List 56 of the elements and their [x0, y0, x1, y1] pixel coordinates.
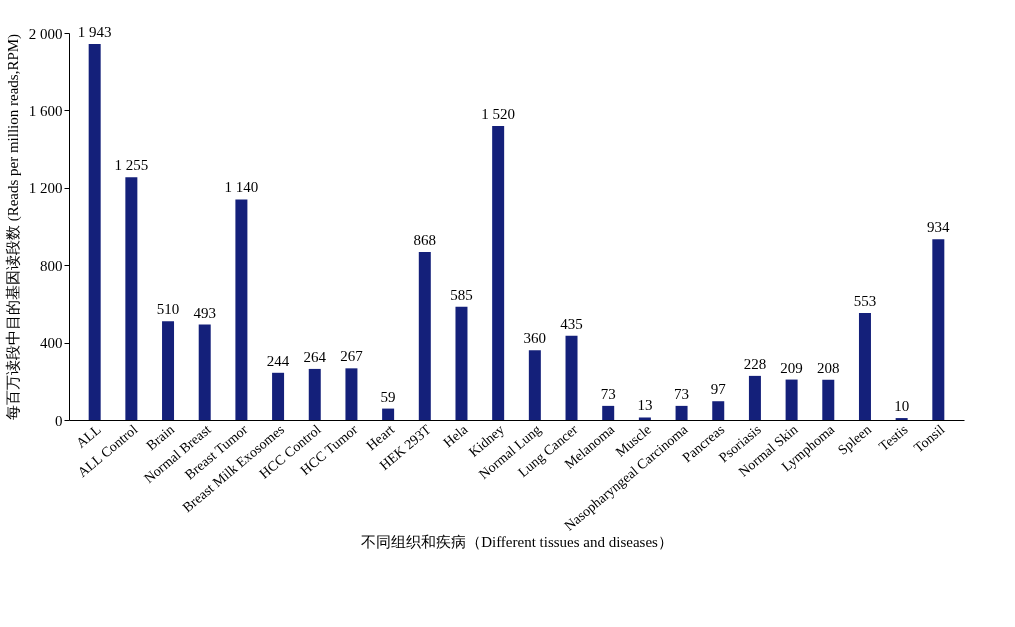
y-tick-label: 0 [55, 412, 63, 429]
data-label: 13 [637, 397, 653, 414]
data-label: 1 943 [77, 24, 112, 41]
data-label: 493 [193, 304, 216, 321]
bar [638, 417, 651, 420]
bar [418, 252, 431, 420]
data-label: 244 [266, 352, 290, 369]
bar [345, 368, 358, 420]
data-label: 264 [303, 348, 327, 365]
y-tick-label: 2 000 [28, 25, 63, 42]
data-label: 868 [413, 232, 437, 249]
bar [858, 312, 871, 420]
bar [748, 375, 761, 420]
y-tick-label: 1 200 [28, 180, 63, 197]
data-label: 435 [560, 315, 583, 332]
bar [528, 350, 541, 420]
bar [125, 177, 138, 420]
data-label: 10 [894, 398, 910, 415]
bar [235, 199, 248, 420]
bar [675, 405, 688, 420]
data-label: 1 255 [114, 157, 149, 174]
data-label: 1 140 [224, 179, 259, 196]
y-tick-label: 1 600 [28, 102, 63, 119]
bar [822, 379, 835, 420]
data-label: 59 [380, 388, 396, 405]
x-axis-title: 不同组织和疾病（Different tissues and diseases） [361, 534, 673, 551]
data-label: 360 [523, 330, 547, 347]
data-label: 1 520 [481, 105, 516, 122]
data-label: 208 [817, 359, 840, 376]
data-label: 553 [853, 292, 877, 309]
bar [565, 335, 578, 420]
data-label: 267 [340, 348, 364, 365]
data-label: 510 [156, 301, 180, 318]
bar [88, 44, 101, 420]
data-label: 73 [600, 385, 616, 402]
x-tick-label: Testis [876, 421, 911, 455]
bar [198, 324, 211, 420]
bar [455, 306, 468, 420]
bar [785, 379, 798, 420]
bar [712, 401, 725, 420]
data-label: 585 [450, 286, 473, 303]
bar [932, 239, 945, 420]
y-tick-label: 400 [40, 335, 63, 352]
y-axis-title: 每百万读段中目的基因读段数 (Reads per million reads,RPM) [4, 33, 22, 421]
bar [492, 125, 505, 420]
bar [308, 368, 321, 420]
bar [602, 405, 615, 420]
data-label: 73 [674, 385, 690, 402]
bar [382, 408, 395, 420]
data-label: 934 [927, 219, 951, 236]
y-tick-label: 800 [40, 257, 63, 274]
data-label: 209 [780, 359, 803, 376]
bar [272, 372, 285, 420]
data-label: 97 [710, 381, 727, 398]
data-label: 228 [743, 355, 767, 372]
bar [162, 321, 175, 420]
